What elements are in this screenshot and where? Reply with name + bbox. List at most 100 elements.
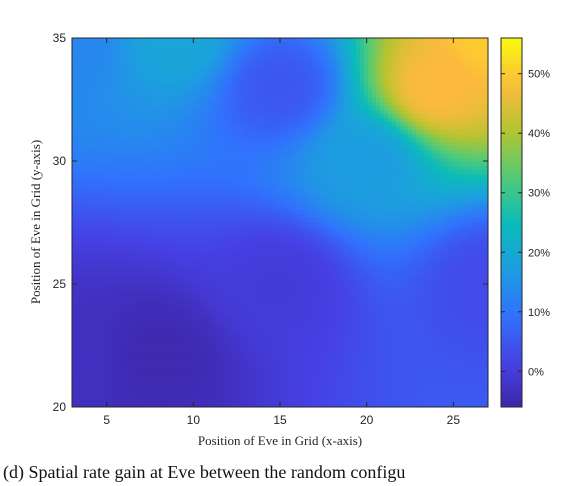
heatmap-cell bbox=[124, 214, 129, 220]
heatmap-cell bbox=[92, 110, 97, 115]
heatmap-cell bbox=[420, 190, 425, 196]
heatmap-cell bbox=[164, 62, 169, 67]
heatmap-cell bbox=[376, 114, 381, 119]
heatmap-cell bbox=[124, 50, 129, 55]
heatmap-cell bbox=[328, 118, 333, 123]
heatmap-cell bbox=[140, 46, 145, 51]
heatmap-cell bbox=[164, 94, 169, 99]
heatmap-cell bbox=[308, 90, 313, 95]
heatmap-cell bbox=[84, 106, 89, 111]
heatmap-cell bbox=[140, 174, 145, 179]
heatmap-cell bbox=[88, 186, 93, 192]
heatmap-cell bbox=[156, 38, 161, 43]
heatmap-cell bbox=[312, 122, 317, 127]
heatmap-cell bbox=[408, 62, 413, 67]
heatmap-cell bbox=[180, 54, 185, 59]
heatmap-cell bbox=[440, 178, 445, 183]
heatmap-cell bbox=[476, 154, 481, 159]
heatmap-cell bbox=[284, 214, 289, 220]
heatmap-cell bbox=[200, 166, 205, 171]
heatmap-cell bbox=[140, 106, 145, 111]
heatmap-cell bbox=[428, 154, 433, 159]
heatmap-cell bbox=[116, 190, 121, 196]
heatmap-cell bbox=[280, 46, 285, 51]
heatmap-cell bbox=[448, 170, 453, 175]
heatmap-cell bbox=[456, 70, 461, 75]
heatmap-cell bbox=[436, 226, 441, 232]
heatmap-cell bbox=[388, 174, 393, 179]
heatmap-cell bbox=[264, 70, 269, 75]
heatmap-cell bbox=[276, 166, 281, 171]
heatmap-cell bbox=[176, 186, 181, 192]
heatmap-cell bbox=[212, 46, 217, 51]
heatmap-cell bbox=[312, 186, 317, 192]
heatmap-cell bbox=[376, 94, 381, 99]
heatmap-cell bbox=[248, 70, 253, 75]
heatmap-cell bbox=[144, 82, 149, 87]
heatmap-cell bbox=[244, 134, 249, 139]
heatmap-cell bbox=[428, 114, 433, 119]
heatmap-cell bbox=[176, 226, 181, 232]
heatmap-cell bbox=[424, 174, 429, 179]
heatmap-cell bbox=[376, 222, 381, 228]
heatmap-cell bbox=[428, 46, 433, 51]
heatmap-cell bbox=[300, 54, 305, 59]
heatmap-cell bbox=[208, 222, 213, 228]
heatmap-cell bbox=[408, 66, 413, 71]
heatmap-cell bbox=[236, 90, 241, 95]
heatmap-cell bbox=[380, 106, 385, 111]
heatmap-cell bbox=[272, 114, 277, 119]
heatmap-cell bbox=[112, 114, 117, 119]
heatmap-cell bbox=[392, 122, 397, 127]
heatmap-cell bbox=[316, 142, 321, 147]
heatmap-cell bbox=[180, 106, 185, 111]
heatmap-cell bbox=[436, 146, 441, 151]
heatmap-cell bbox=[148, 214, 153, 220]
heatmap-cell bbox=[324, 74, 329, 79]
heatmap-cell bbox=[264, 78, 269, 83]
heatmap-cell bbox=[180, 82, 185, 87]
heatmap-cell bbox=[256, 202, 261, 208]
heatmap-cell bbox=[256, 198, 261, 204]
heatmap-cell bbox=[396, 70, 401, 75]
heatmap-cell bbox=[156, 102, 161, 107]
heatmap-cell bbox=[108, 82, 113, 87]
heatmap-cell bbox=[156, 130, 161, 135]
heatmap-cell bbox=[392, 126, 397, 131]
heatmap-cell bbox=[360, 118, 365, 123]
heatmap-cell bbox=[188, 58, 193, 63]
heatmap-cell bbox=[156, 110, 161, 115]
heatmap-cell bbox=[384, 102, 389, 107]
heatmap-cell bbox=[308, 94, 313, 99]
heatmap-cell bbox=[228, 78, 233, 83]
heatmap-cell bbox=[396, 90, 401, 95]
heatmap-cell bbox=[236, 142, 241, 147]
heatmap-cell bbox=[124, 154, 129, 159]
heatmap-cell bbox=[436, 126, 441, 131]
heatmap-cell bbox=[336, 54, 341, 59]
heatmap-cell bbox=[160, 118, 165, 123]
heatmap-cell bbox=[456, 118, 461, 123]
heatmap-cell bbox=[472, 90, 477, 95]
heatmap-cell bbox=[208, 154, 213, 159]
heatmap-cell bbox=[388, 166, 393, 171]
heatmap-cell bbox=[164, 214, 169, 220]
heatmap-cell bbox=[348, 162, 353, 167]
heatmap-cell bbox=[380, 178, 385, 183]
heatmap-cell bbox=[184, 162, 189, 167]
heatmap-cell bbox=[348, 146, 353, 151]
heatmap-cell bbox=[192, 86, 197, 91]
heatmap-cell bbox=[368, 98, 373, 103]
heatmap-cell bbox=[128, 178, 133, 183]
heatmap-cell bbox=[148, 178, 153, 183]
heatmap-cell bbox=[300, 102, 305, 107]
heatmap-cell bbox=[128, 138, 133, 143]
heatmap-cell bbox=[76, 206, 81, 212]
heatmap-cell bbox=[468, 146, 473, 151]
heatmap-cell bbox=[444, 66, 449, 71]
heatmap-cell bbox=[264, 142, 269, 147]
heatmap-cell bbox=[240, 210, 245, 216]
heatmap-cell bbox=[308, 210, 313, 216]
heatmap-cell bbox=[280, 126, 285, 131]
heatmap-cell bbox=[348, 154, 353, 159]
